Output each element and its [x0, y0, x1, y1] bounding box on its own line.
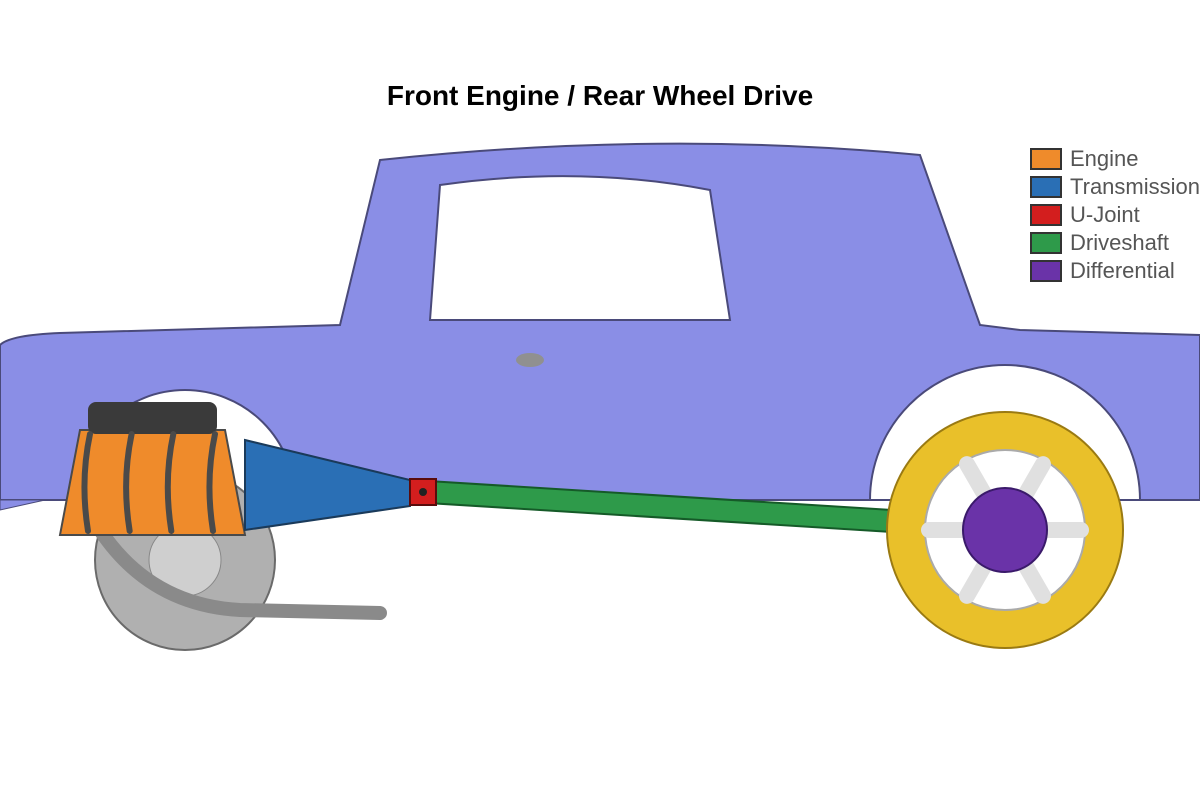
- diagram-title: Front Engine / Rear Wheel Drive: [0, 80, 1200, 112]
- engine-valve-cover: [88, 402, 217, 434]
- drivetrain-diagram: [0, 130, 1200, 690]
- window: [430, 176, 730, 320]
- door-handle: [516, 353, 544, 367]
- differential: [963, 488, 1047, 572]
